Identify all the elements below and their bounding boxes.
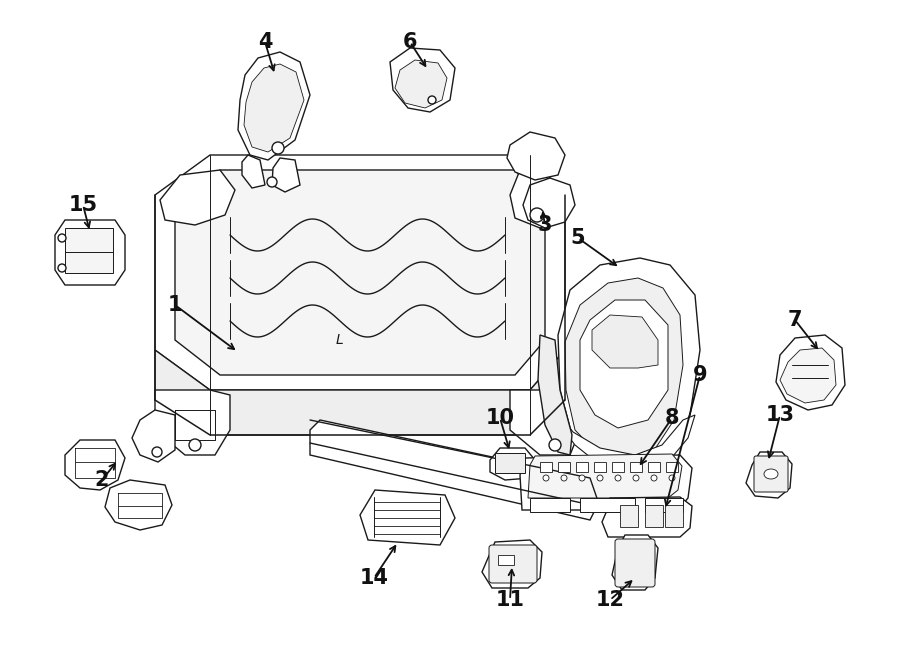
Polygon shape [482, 540, 542, 588]
Polygon shape [510, 170, 562, 228]
Bar [498, 555, 514, 565]
Polygon shape [523, 178, 575, 228]
Circle shape [543, 475, 549, 481]
Polygon shape [155, 390, 230, 455]
Circle shape [669, 475, 675, 481]
Polygon shape [776, 335, 845, 410]
Circle shape [58, 234, 66, 242]
Circle shape [272, 142, 284, 154]
Polygon shape [490, 448, 535, 480]
Polygon shape [580, 300, 668, 428]
Circle shape [428, 96, 436, 104]
Polygon shape [780, 348, 836, 403]
Polygon shape [272, 158, 300, 192]
Bar [65, 228, 113, 273]
Bar [630, 462, 642, 472]
Polygon shape [310, 420, 600, 520]
FancyBboxPatch shape [489, 545, 537, 583]
Bar [648, 462, 660, 472]
Polygon shape [395, 60, 447, 108]
Text: 3: 3 [538, 215, 553, 235]
Polygon shape [592, 315, 658, 368]
Polygon shape [242, 155, 265, 188]
Polygon shape [132, 410, 175, 462]
Text: 4: 4 [257, 32, 272, 52]
Circle shape [530, 208, 544, 222]
Circle shape [561, 475, 567, 481]
Text: 11: 11 [496, 590, 525, 610]
Polygon shape [390, 48, 455, 112]
Polygon shape [65, 440, 125, 490]
Polygon shape [746, 452, 792, 498]
Bar [530, 498, 570, 512]
Circle shape [579, 475, 585, 481]
Circle shape [615, 475, 621, 481]
Bar [558, 462, 570, 472]
Text: 10: 10 [485, 408, 515, 428]
Circle shape [267, 177, 277, 187]
Text: 6: 6 [403, 32, 418, 52]
Bar [612, 462, 624, 472]
Bar [645, 498, 683, 512]
Bar [540, 462, 552, 472]
Polygon shape [565, 278, 683, 462]
Bar [666, 462, 678, 472]
Circle shape [651, 475, 657, 481]
Polygon shape [55, 220, 125, 285]
Polygon shape [175, 170, 545, 375]
Circle shape [189, 439, 201, 451]
Bar [620, 505, 638, 527]
Polygon shape [560, 415, 695, 472]
Bar [576, 462, 588, 472]
Text: 5: 5 [571, 228, 585, 248]
Polygon shape [155, 350, 565, 435]
Circle shape [58, 264, 66, 272]
Bar [580, 498, 635, 512]
Polygon shape [602, 497, 692, 537]
FancyBboxPatch shape [615, 539, 655, 587]
Polygon shape [155, 155, 565, 390]
Circle shape [633, 475, 639, 481]
Polygon shape [520, 455, 692, 510]
Text: 1: 1 [167, 295, 182, 315]
Text: 12: 12 [596, 590, 625, 610]
Polygon shape [160, 170, 235, 225]
Polygon shape [538, 335, 572, 455]
Text: 8: 8 [665, 408, 680, 428]
Bar [495, 453, 525, 473]
Ellipse shape [764, 469, 778, 479]
Circle shape [597, 475, 603, 481]
Polygon shape [528, 454, 682, 498]
Text: L: L [336, 333, 344, 347]
Polygon shape [558, 258, 700, 470]
Polygon shape [238, 52, 310, 160]
Circle shape [549, 439, 561, 451]
Circle shape [152, 447, 162, 457]
Bar [645, 505, 663, 527]
Polygon shape [612, 535, 658, 590]
Text: 14: 14 [359, 568, 389, 588]
FancyBboxPatch shape [754, 456, 788, 492]
Text: 13: 13 [766, 405, 795, 425]
Bar [594, 462, 606, 472]
Text: 9: 9 [693, 365, 707, 385]
Polygon shape [105, 480, 172, 530]
Polygon shape [360, 490, 455, 545]
Polygon shape [507, 132, 565, 180]
Bar [665, 505, 683, 527]
Polygon shape [244, 64, 304, 152]
Text: 7: 7 [788, 310, 802, 330]
Polygon shape [510, 390, 580, 455]
Text: 2: 2 [94, 470, 109, 490]
Text: 15: 15 [68, 195, 97, 215]
